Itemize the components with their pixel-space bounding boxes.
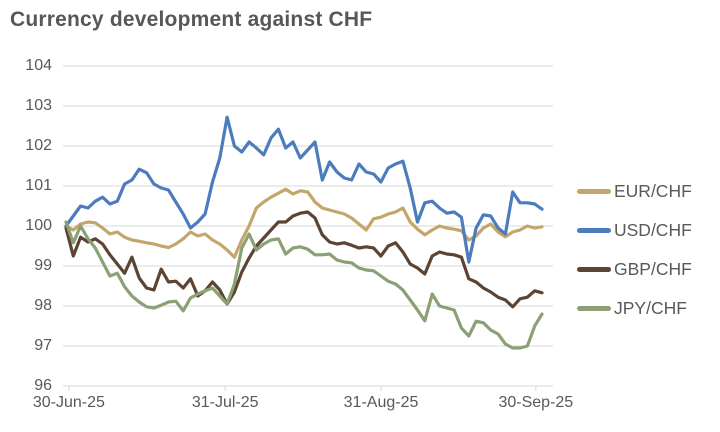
y-axis-tick-label: 100 <box>25 217 52 234</box>
y-axis-tick-label: 99 <box>34 257 52 274</box>
chart-title: Currency development against CHF <box>10 8 373 31</box>
legend-item-gbp-chf: GBP/CHF <box>577 255 692 284</box>
legend-label-jpy: JPY/CHF <box>614 298 687 318</box>
legend-item-usd-chf: USD/CHF <box>577 216 692 245</box>
jpy-line-swatch-icon <box>577 306 611 311</box>
legend-label-usd: USD/CHF <box>614 220 692 240</box>
gbp-line-swatch-icon <box>577 267 611 272</box>
x-axis-tick-label: 31-Aug-25 <box>343 394 419 411</box>
usd-line-swatch-icon <box>577 228 611 233</box>
legend-label-eur: EUR/CHF <box>614 181 692 201</box>
y-axis-tick-label: 101 <box>25 177 52 194</box>
eur-line-swatch-icon <box>577 189 611 194</box>
x-axis-tick-label: 31-Jul-25 <box>191 394 259 411</box>
y-axis-tick-label: 96 <box>34 377 52 394</box>
y-axis-tick-label: 97 <box>34 337 52 354</box>
y-axis-tick-label: 104 <box>25 57 52 74</box>
y-axis-tick-label: 102 <box>25 137 52 154</box>
legend: EUR/CHF USD/CHF GBP/CHF JPY/CHF <box>577 177 692 323</box>
y-axis-tick-label: 103 <box>25 97 52 114</box>
y-axis-tick-label: 98 <box>34 297 52 314</box>
legend-item-jpy-chf: JPY/CHF <box>577 294 692 323</box>
legend-label-gbp: GBP/CHF <box>614 259 692 279</box>
x-axis-tick-label: 30-Sep-25 <box>498 394 574 411</box>
x-axis-tick-label: 30-Jun-25 <box>32 394 105 411</box>
legend-item-eur-chf: EUR/CHF <box>577 177 692 206</box>
